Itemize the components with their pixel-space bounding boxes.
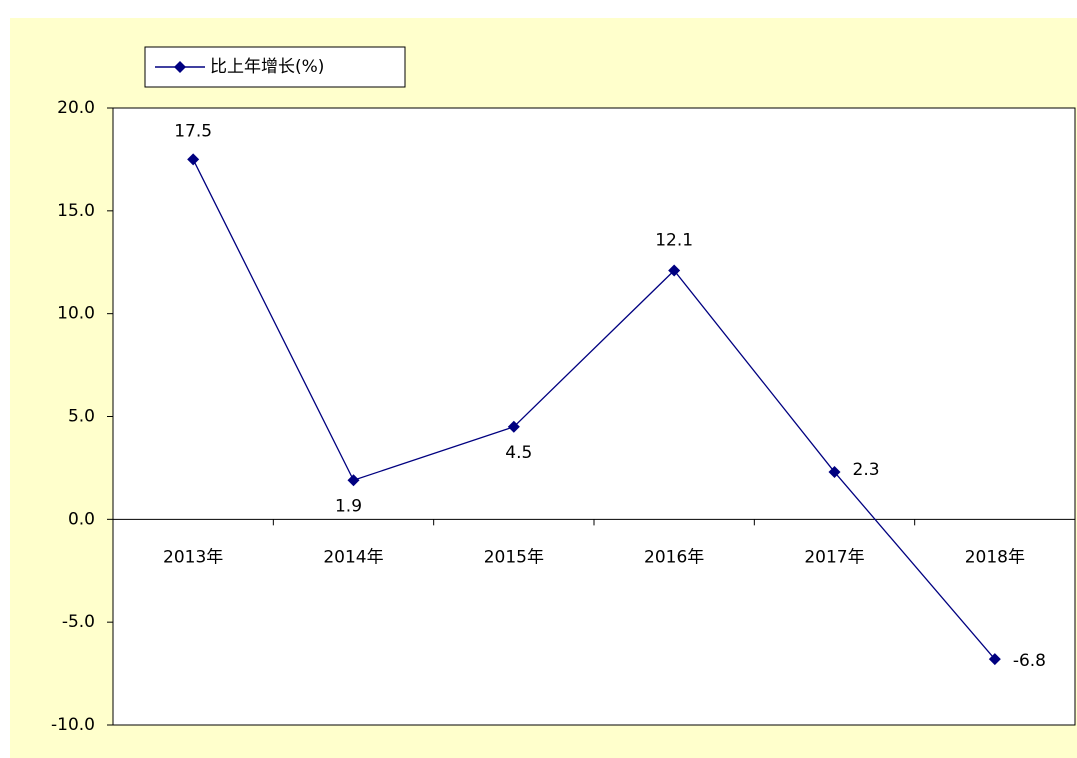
x-tick-label: 2014年 <box>323 547 383 567</box>
data-label: 4.5 <box>505 443 532 463</box>
data-label: 17.5 <box>174 121 212 141</box>
plot-area <box>112 107 1076 726</box>
legend-label: 比上年增长(%) <box>210 57 324 77</box>
x-tick-label: 2016年 <box>644 547 704 567</box>
x-tick-label: 2018年 <box>965 547 1025 567</box>
data-label: 2.3 <box>853 460 880 480</box>
marker <box>828 466 841 479</box>
data-label: -6.8 <box>1013 651 1046 671</box>
x-tick-label: 2013年 <box>163 547 223 567</box>
legend-marker <box>174 61 186 73</box>
line <box>192 159 996 660</box>
y-tick-label: 0.0 <box>68 509 95 529</box>
y-tick-label: -10.0 <box>51 715 95 735</box>
x-tick-label: 2017年 <box>804 547 864 567</box>
y-tick-label: -5.0 <box>62 612 95 632</box>
legend: 比上年增长(%) <box>144 46 406 88</box>
marker <box>668 264 681 277</box>
data-label: 1.9 <box>335 496 362 516</box>
marker <box>347 474 360 487</box>
y-tick-label: 10.0 <box>57 304 95 324</box>
y-tick-label: 5.0 <box>68 407 95 427</box>
y-tick-label: 20.0 <box>57 98 95 118</box>
marker <box>507 420 520 433</box>
y-tick-label: 15.0 <box>57 201 95 221</box>
x-tick-label: 2015年 <box>484 547 544 567</box>
marker <box>988 653 1001 666</box>
marker <box>187 153 200 166</box>
data-label: 12.1 <box>655 230 693 250</box>
